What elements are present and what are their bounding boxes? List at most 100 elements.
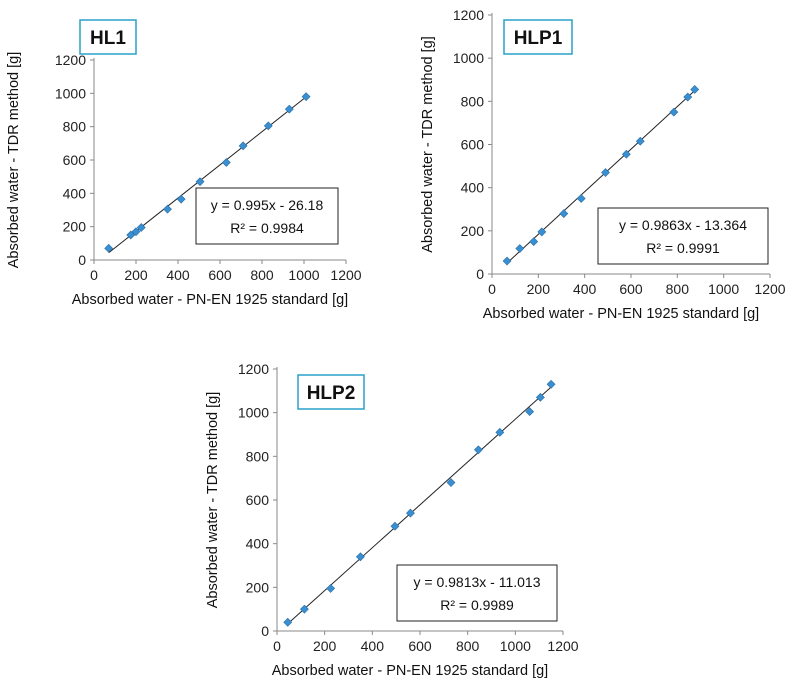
x-tick-label: 0 bbox=[90, 267, 98, 283]
x-tick-label: 1200 bbox=[547, 638, 578, 654]
y-tick-label: 1200 bbox=[55, 52, 86, 68]
y-tick-label: 600 bbox=[246, 492, 270, 508]
x-tick-label: 800 bbox=[250, 267, 274, 283]
data-point bbox=[301, 92, 311, 102]
y-tick-label: 1000 bbox=[238, 405, 269, 421]
trend-line bbox=[506, 89, 697, 264]
data-point bbox=[683, 92, 693, 102]
panel-label-box bbox=[79, 19, 137, 55]
data-point bbox=[390, 521, 400, 531]
data-point bbox=[126, 230, 136, 240]
y-axis-title: Absorbed water - TDR method [g] bbox=[205, 392, 221, 609]
data-point bbox=[104, 243, 114, 253]
x-tick-label: 0 bbox=[273, 638, 281, 654]
x-tick-label: 200 bbox=[124, 267, 148, 283]
regression-equation: y = 0.9863x - 13.364 bbox=[619, 217, 747, 233]
data-point bbox=[195, 177, 205, 187]
regression-equation: y = 0.995x - 26.18 bbox=[211, 197, 324, 213]
panel-label-box bbox=[297, 374, 365, 410]
x-tick-label: 200 bbox=[313, 638, 337, 654]
y-tick-label: 0 bbox=[476, 266, 484, 282]
x-tick-label: 400 bbox=[573, 281, 597, 297]
y-tick-label: 600 bbox=[63, 152, 87, 168]
x-tick-label: 600 bbox=[619, 281, 643, 297]
data-point bbox=[238, 141, 248, 151]
data-point bbox=[473, 445, 483, 455]
y-tick-label: 800 bbox=[63, 119, 87, 135]
y-tick-label: 400 bbox=[246, 536, 270, 552]
x-tick-label: 1000 bbox=[288, 267, 319, 283]
y-tick-label: 0 bbox=[78, 252, 86, 268]
data-point bbox=[601, 168, 610, 177]
x-tick-label: 800 bbox=[666, 281, 690, 297]
chart-panel-hl1: 0 200 400 600 800 1000 1200 0 200 400 600 800 1000 12… bbox=[6, 19, 362, 308]
x-tick-label: 600 bbox=[408, 638, 432, 654]
data-point bbox=[525, 407, 535, 416]
data-point bbox=[559, 209, 569, 218]
panel-label: HLP2 bbox=[307, 383, 356, 404]
x-tick-label: 400 bbox=[361, 638, 385, 654]
panel-label-box bbox=[503, 19, 573, 55]
data-point bbox=[176, 194, 186, 204]
data-point bbox=[131, 227, 141, 237]
y-tick-label: 200 bbox=[461, 223, 485, 239]
x-tick-label: 1200 bbox=[330, 267, 361, 283]
x-tick-label: 1000 bbox=[708, 281, 739, 297]
x-axis-title: Absorbed water - PN-EN 1925 standard [g] bbox=[72, 292, 348, 308]
data-point bbox=[406, 508, 415, 518]
y-tick-label: 1000 bbox=[55, 85, 86, 101]
data-point bbox=[299, 604, 309, 614]
data-point bbox=[163, 204, 172, 214]
y-tick-label: 400 bbox=[63, 185, 87, 201]
panel-label: HL1 bbox=[90, 28, 126, 49]
r-squared: R² = 0.9984 bbox=[230, 220, 304, 236]
data-point bbox=[326, 584, 336, 593]
data-point bbox=[529, 237, 539, 247]
y-tick-label: 800 bbox=[461, 93, 485, 109]
data-point bbox=[502, 256, 512, 266]
x-tick-label: 600 bbox=[208, 267, 232, 283]
data-point bbox=[355, 552, 365, 562]
x-tick-label: 800 bbox=[456, 638, 480, 654]
panel-label: HLP1 bbox=[514, 28, 563, 49]
equation-box bbox=[195, 187, 339, 245]
y-axis-title: Absorbed water - TDR method [g] bbox=[420, 36, 436, 253]
data-point bbox=[284, 104, 294, 114]
x-tick-label: 1000 bbox=[500, 638, 531, 654]
data-point bbox=[221, 158, 231, 167]
data-point bbox=[515, 244, 525, 253]
r-squared: R² = 0.9989 bbox=[440, 597, 514, 613]
data-point bbox=[537, 227, 547, 237]
y-tick-label: 1200 bbox=[238, 361, 269, 377]
y-tick-label: 0 bbox=[261, 623, 269, 639]
x-tick-label: 400 bbox=[166, 267, 190, 283]
data-point bbox=[546, 379, 556, 389]
data-point bbox=[669, 107, 679, 117]
x-tick-label: 200 bbox=[527, 281, 551, 297]
y-tick-label: 600 bbox=[461, 137, 485, 153]
data-point bbox=[136, 223, 146, 232]
y-tick-label: 1200 bbox=[453, 7, 484, 23]
r-squared: R² = 0.9991 bbox=[646, 240, 720, 256]
data-point bbox=[495, 427, 505, 437]
y-tick-label: 200 bbox=[246, 579, 270, 595]
data-point bbox=[690, 85, 700, 94]
data-point bbox=[446, 478, 456, 487]
data-point bbox=[621, 149, 631, 159]
y-tick-label: 1000 bbox=[453, 50, 484, 66]
x-tick-label: 1200 bbox=[754, 281, 785, 297]
chart-panel-hlp2: 0 200 400 600 800 1000 1200 0 200 400 600 800 1000 12… bbox=[205, 361, 579, 679]
equation-box bbox=[597, 207, 769, 265]
y-axis-title: Absorbed water - TDR method [g] bbox=[6, 52, 22, 269]
data-point bbox=[283, 617, 293, 627]
x-axis-title: Absorbed water - PN-EN 1925 standard [g] bbox=[272, 663, 548, 679]
equation-box bbox=[396, 564, 558, 622]
x-axis-title: Absorbed water - PN-EN 1925 standard [g] bbox=[483, 306, 759, 322]
data-point bbox=[635, 136, 645, 146]
y-tick-label: 200 bbox=[63, 219, 87, 235]
data-point bbox=[535, 392, 545, 402]
regression-equation: y = 0.9813x - 11.013 bbox=[414, 574, 541, 590]
x-tick-label: 0 bbox=[488, 281, 496, 297]
y-tick-label: 800 bbox=[246, 448, 270, 464]
